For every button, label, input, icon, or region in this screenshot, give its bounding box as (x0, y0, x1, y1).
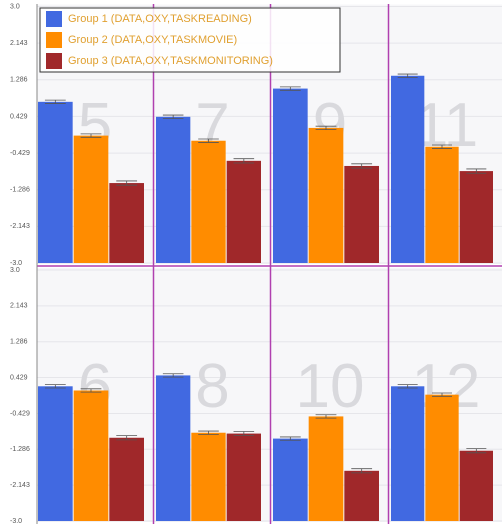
error-bar (116, 180, 138, 186)
error-bar (279, 436, 301, 441)
y-tick-label: -1.286 (10, 446, 30, 453)
error-bar (351, 468, 373, 474)
bar (273, 438, 308, 521)
y-tick-label: -2.143 (10, 223, 30, 230)
y-tick-label: 2.143 (10, 303, 28, 310)
bar (109, 183, 144, 263)
error-bar (315, 125, 337, 131)
bar (425, 394, 459, 521)
y-tick-label: -2.143 (10, 482, 30, 489)
bar (391, 386, 425, 521)
error-bar (198, 430, 219, 435)
error-bar (397, 384, 418, 389)
error-bar (198, 138, 219, 143)
y-tick-label: -0.429 (10, 150, 30, 157)
y-tick-label: 3.0 (10, 267, 20, 274)
error-bar (279, 86, 301, 91)
bar (226, 160, 261, 263)
y-tick-label: 3.0 (10, 3, 20, 10)
bar (73, 135, 109, 263)
bar (308, 416, 344, 521)
error-bar (44, 384, 66, 389)
bar (273, 88, 308, 263)
error-bar (162, 114, 184, 119)
error-bar (233, 431, 255, 437)
bar (38, 386, 73, 521)
error-bar (432, 144, 452, 149)
y-tick-label: 1.286 (10, 339, 28, 346)
error-bar (116, 435, 138, 441)
bar (156, 375, 191, 521)
bar (191, 432, 226, 521)
bar (109, 437, 144, 521)
bar (156, 116, 191, 263)
error-bar (80, 388, 102, 393)
error-bar (162, 373, 184, 378)
error-bar (233, 158, 255, 164)
bar (38, 101, 73, 264)
legend-label: Group 3 (DATA,OXY,TASKMONITORING) (68, 55, 273, 67)
error-bar (44, 99, 66, 104)
error-bar (397, 73, 418, 78)
bar (391, 75, 425, 263)
y-tick-label: 2.143 (10, 40, 28, 47)
panel-label: 10 (296, 352, 365, 421)
y-tick-label: -3.0 (10, 518, 22, 525)
bar (308, 127, 344, 263)
bar (459, 171, 493, 263)
panel-label: 8 (195, 352, 229, 421)
y-tick-label: 0.429 (10, 374, 28, 381)
y-tick-label: -1.286 (10, 187, 30, 194)
error-bar (466, 448, 487, 454)
bar (425, 146, 459, 263)
bar (191, 140, 226, 263)
error-bar (315, 414, 337, 419)
legend-label: Group 1 (DATA,OXY,TASKREADING) (68, 13, 252, 25)
y-tick-label: -0.429 (10, 410, 30, 417)
bar (73, 390, 109, 521)
bar (226, 433, 261, 521)
error-bar (432, 392, 452, 397)
error-bar (466, 168, 487, 174)
legend-swatch (46, 11, 62, 27)
y-tick-label: 1.286 (10, 77, 28, 84)
legend-swatch (46, 53, 62, 69)
y-tick-label: 0.429 (10, 113, 28, 120)
error-bar (351, 163, 373, 169)
legend-label: Group 2 (DATA,OXY,TASKMOVIE) (68, 34, 237, 46)
legend (39, 7, 341, 73)
bar (344, 470, 379, 521)
bar (459, 450, 493, 521)
bar (344, 165, 379, 263)
y-tick-label: -3.0 (10, 260, 22, 267)
legend-swatch (46, 32, 62, 48)
error-bar (80, 133, 102, 138)
